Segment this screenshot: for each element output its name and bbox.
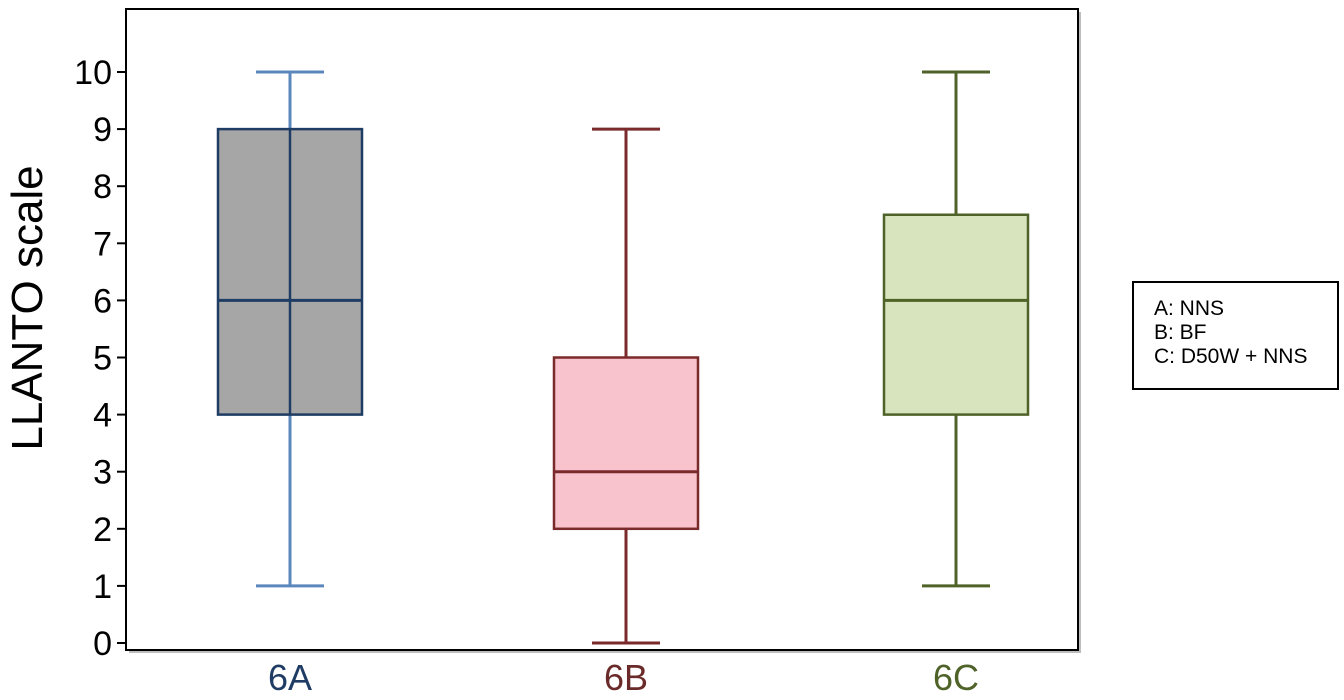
legend-entry-b: B: BF xyxy=(1154,321,1207,344)
y-tick-label: 0 xyxy=(93,625,112,663)
box-6b xyxy=(552,356,700,531)
x-category-label-6b: 6B xyxy=(604,657,648,698)
legend-entry-a: A: NNS xyxy=(1154,297,1225,320)
x-category-label-6c: 6C xyxy=(933,657,979,698)
legend-entry-c: C: D50W + NNS xyxy=(1154,345,1308,368)
y-tick-label: 4 xyxy=(93,397,112,435)
y-tick-label: 7 xyxy=(93,225,112,263)
legend: A: NNS B: BF C: D50W + NNS xyxy=(1132,281,1339,390)
y-tick-label: 5 xyxy=(93,340,112,378)
y-tick-label: 2 xyxy=(93,511,112,549)
y-axis-label: LLANTO scale xyxy=(3,165,52,450)
x-category-label-6a: 6A xyxy=(268,657,312,698)
y-tick-label: 1 xyxy=(93,568,112,606)
y-tick-label: 10 xyxy=(74,54,112,92)
y-tick-label: 8 xyxy=(93,168,112,206)
y-tick-label: 6 xyxy=(93,282,112,320)
box-6c xyxy=(882,213,1030,416)
y-tick-label: 3 xyxy=(93,454,112,492)
y-tick-label: 9 xyxy=(93,111,112,149)
